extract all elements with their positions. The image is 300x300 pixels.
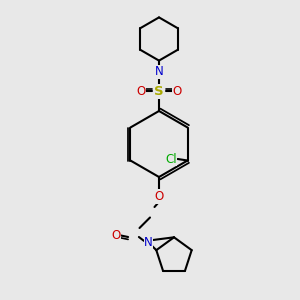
- Text: O: O: [154, 190, 164, 203]
- Text: O: O: [111, 229, 120, 242]
- Text: O: O: [136, 85, 146, 98]
- Text: S: S: [154, 85, 164, 98]
- Text: Cl: Cl: [165, 152, 177, 166]
- Text: O: O: [172, 85, 182, 98]
- Text: N: N: [144, 236, 153, 249]
- Text: N: N: [154, 65, 164, 79]
